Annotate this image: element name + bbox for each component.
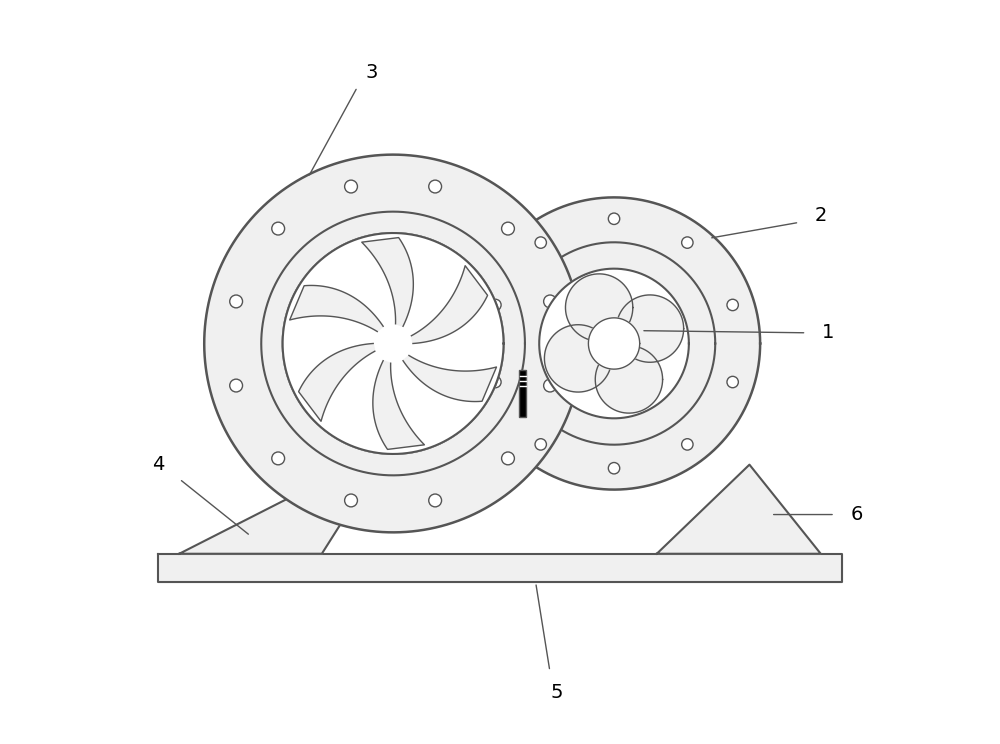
Polygon shape bbox=[158, 554, 842, 583]
Circle shape bbox=[272, 452, 285, 465]
Polygon shape bbox=[425, 270, 501, 428]
Circle shape bbox=[682, 237, 693, 248]
Text: 6: 6 bbox=[850, 505, 863, 524]
Circle shape bbox=[682, 439, 693, 450]
Circle shape bbox=[727, 299, 738, 311]
Polygon shape bbox=[544, 324, 612, 392]
Circle shape bbox=[230, 379, 243, 392]
Circle shape bbox=[345, 494, 357, 507]
Circle shape bbox=[490, 376, 501, 388]
Polygon shape bbox=[468, 197, 760, 490]
Polygon shape bbox=[411, 266, 488, 344]
Circle shape bbox=[535, 237, 546, 248]
Text: 2: 2 bbox=[815, 205, 827, 225]
Polygon shape bbox=[204, 155, 582, 533]
Circle shape bbox=[490, 299, 501, 311]
Text: 5: 5 bbox=[551, 683, 563, 702]
Circle shape bbox=[272, 222, 285, 235]
Polygon shape bbox=[179, 447, 390, 554]
Circle shape bbox=[727, 376, 738, 388]
Text: 3: 3 bbox=[366, 63, 378, 82]
Circle shape bbox=[535, 439, 546, 450]
Text: 4: 4 bbox=[152, 455, 164, 474]
Text: 1: 1 bbox=[822, 324, 834, 342]
Polygon shape bbox=[595, 346, 663, 413]
Polygon shape bbox=[283, 233, 504, 454]
Circle shape bbox=[544, 295, 556, 308]
Polygon shape bbox=[539, 269, 689, 418]
Circle shape bbox=[544, 379, 556, 392]
Polygon shape bbox=[565, 274, 633, 341]
Polygon shape bbox=[373, 361, 424, 449]
Polygon shape bbox=[290, 235, 432, 346]
Circle shape bbox=[502, 452, 514, 465]
Polygon shape bbox=[588, 318, 640, 369]
Circle shape bbox=[230, 295, 243, 308]
Polygon shape bbox=[357, 235, 500, 327]
Circle shape bbox=[608, 213, 620, 225]
Circle shape bbox=[502, 222, 514, 235]
Polygon shape bbox=[354, 341, 496, 452]
Bar bbox=[519, 371, 526, 417]
Polygon shape bbox=[285, 260, 361, 417]
Polygon shape bbox=[616, 295, 684, 362]
Polygon shape bbox=[290, 286, 383, 332]
Circle shape bbox=[608, 463, 620, 474]
Polygon shape bbox=[403, 356, 497, 402]
Circle shape bbox=[345, 180, 357, 193]
Circle shape bbox=[429, 180, 442, 193]
Polygon shape bbox=[283, 233, 504, 454]
Polygon shape bbox=[299, 344, 375, 421]
Circle shape bbox=[429, 494, 442, 507]
Polygon shape bbox=[286, 360, 429, 452]
Polygon shape bbox=[362, 237, 413, 327]
Polygon shape bbox=[657, 465, 821, 554]
